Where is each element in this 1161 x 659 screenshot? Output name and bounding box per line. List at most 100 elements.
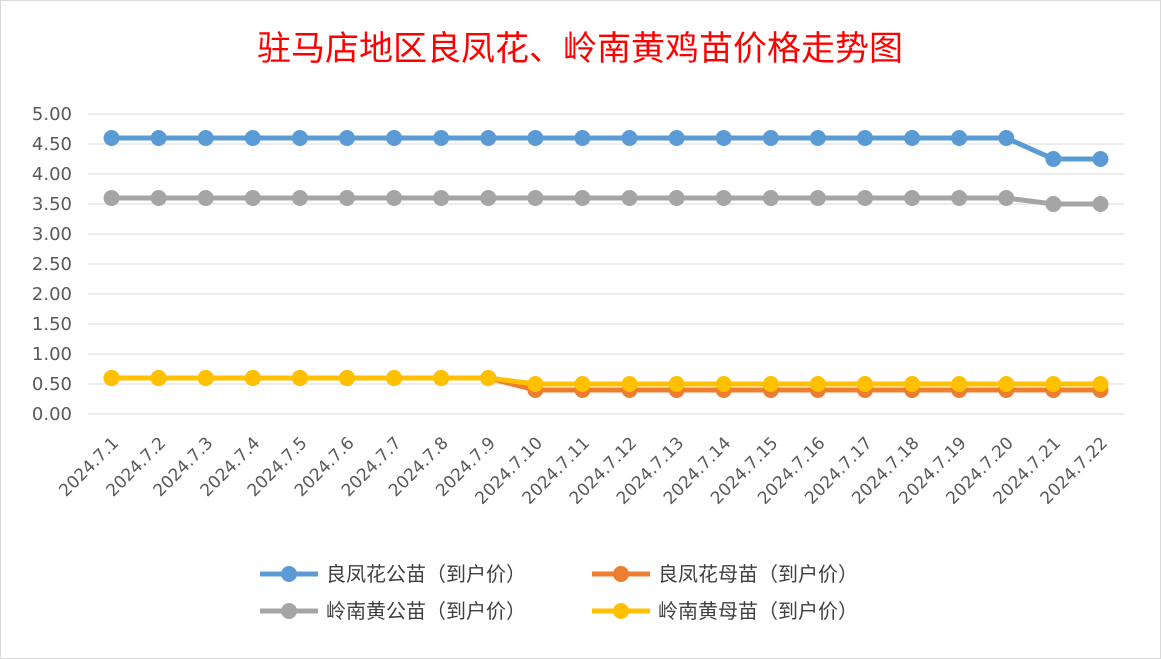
series-line: [111, 195, 1101, 207]
data-point: [809, 130, 826, 146]
legend-item: 岭南黄母苗（到户价）: [592, 599, 858, 623]
data-point: [998, 376, 1015, 392]
y-tick-label: 1.00: [32, 344, 72, 365]
data-point: [150, 190, 167, 206]
data-point: [480, 130, 497, 146]
data-point: [951, 376, 968, 392]
y-tick-label: 2.50: [32, 254, 72, 275]
y-tick-label: 0.00: [32, 404, 72, 425]
legend-swatch-marker: [281, 566, 297, 582]
data-point: [621, 376, 638, 392]
legend-label: 良凤花公苗（到户价）: [326, 562, 526, 586]
data-point: [291, 190, 308, 206]
data-point: [715, 130, 732, 146]
data-point: [480, 190, 497, 206]
data-point: [386, 370, 403, 386]
series-1: [103, 130, 1109, 167]
data-point: [103, 190, 120, 206]
data-point: [150, 130, 167, 146]
data-point: [904, 130, 921, 146]
data-point: [433, 190, 450, 206]
legend-item: 良凤花母苗（到户价）: [592, 562, 858, 586]
data-point: [197, 370, 214, 386]
data-point: [857, 376, 873, 392]
data-point: [244, 130, 261, 146]
data-point: [386, 190, 403, 206]
data-point: [668, 376, 685, 392]
data-point: [1045, 151, 1062, 167]
legend-item: 岭南黄公苗（到户价）: [260, 599, 526, 623]
x-axis-ticks: 2024.7.12024.7.22024.7.32024.7.42024.7.5…: [55, 433, 1112, 508]
data-point: [998, 130, 1015, 146]
y-tick-label: 1.50: [32, 314, 72, 335]
data-point: [527, 130, 544, 146]
data-point: [480, 370, 497, 386]
chart-title: 驻马店地区良凤花、岭南黄鸡苗价格走势图: [257, 29, 903, 69]
legend-swatch-marker: [281, 603, 297, 619]
data-point: [621, 190, 638, 206]
data-point: [291, 370, 308, 386]
data-point: [809, 376, 826, 392]
data-point: [339, 370, 355, 386]
data-point: [339, 130, 355, 146]
data-point: [621, 130, 638, 146]
legend-label: 岭南黄公苗（到户价）: [326, 599, 526, 623]
y-tick-label: 4.50: [32, 134, 72, 155]
data-point: [762, 376, 779, 392]
data-point: [904, 376, 921, 392]
legend-label: 岭南黄母苗（到户价）: [658, 599, 858, 623]
data-point: [904, 190, 921, 206]
series-line: [111, 135, 1101, 162]
data-point: [857, 190, 873, 206]
data-point: [809, 190, 826, 206]
data-point: [574, 376, 591, 392]
y-tick-label: 2.00: [32, 284, 72, 305]
data-point: [574, 190, 591, 206]
data-point: [951, 130, 968, 146]
data-point: [433, 370, 450, 386]
legend-swatch-marker: [613, 603, 629, 619]
data-point: [762, 130, 779, 146]
data-point: [527, 190, 544, 206]
data-point: [998, 190, 1015, 206]
y-tick-label: 0.50: [32, 374, 72, 395]
data-point: [244, 190, 261, 206]
legend-swatch-marker: [613, 566, 629, 582]
data-point: [150, 370, 167, 386]
data-point: [668, 190, 685, 206]
series-line: [111, 375, 1101, 387]
legend-item: 良凤花公苗（到户价）: [260, 562, 526, 586]
data-point: [103, 370, 120, 386]
data-point: [574, 130, 591, 146]
data-point: [951, 190, 968, 206]
y-tick-label: 5.00: [32, 104, 72, 125]
legend: 良凤花公苗（到户价） 良凤花母苗（到户价） 岭南黄公苗（到户价） 岭南黄母苗（到户价）: [260, 562, 858, 623]
data-point: [197, 130, 214, 146]
data-point: [1045, 376, 1062, 392]
data-point: [339, 190, 355, 206]
y-tick-label: 3.00: [32, 224, 72, 245]
y-tick-label: 4.00: [32, 164, 72, 185]
data-point: [1092, 376, 1109, 392]
legend-label: 良凤花母苗（到户价）: [658, 562, 858, 586]
y-tick-label: 3.50: [32, 194, 72, 215]
data-point: [1092, 196, 1109, 212]
data-point: [291, 130, 308, 146]
data-point: [762, 190, 779, 206]
data-point: [715, 376, 732, 392]
data-point: [1092, 151, 1109, 167]
data-point: [103, 130, 120, 146]
data-point: [857, 130, 873, 146]
gridlines: [88, 113, 1124, 415]
series-3: [103, 190, 1109, 212]
series-lines: [103, 130, 1109, 398]
data-point: [1045, 196, 1062, 212]
y-axis-ticks: 0.00 0.50 1.00 1.50 2.00 2.50 3.00 3.50 4.00 4.50…: [32, 104, 72, 425]
data-point: [433, 130, 450, 146]
data-point: [386, 130, 403, 146]
data-point: [715, 190, 732, 206]
data-point: [668, 130, 685, 146]
data-point: [244, 370, 261, 386]
